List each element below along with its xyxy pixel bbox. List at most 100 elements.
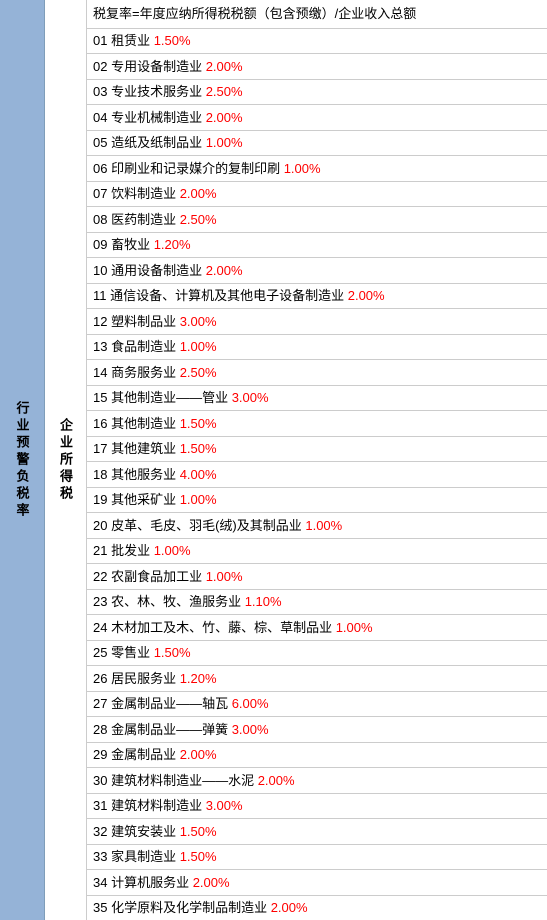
table-row: 19 其他采矿业 1.00% (87, 488, 547, 514)
row-rate: 1.50% (154, 645, 191, 660)
row-number: 12 (93, 314, 111, 329)
row-industry: 畜牧业 (111, 237, 154, 252)
table-row: 27 金属制品业——轴瓦 6.00% (87, 692, 547, 718)
table-row: 35 化学原料及化学制品制造业 2.00% (87, 896, 547, 920)
row-rate: 2.00% (180, 186, 217, 201)
row-number: 29 (93, 747, 111, 762)
row-industry: 专业机械制造业 (111, 110, 206, 125)
row-number: 20 (93, 518, 111, 533)
row-industry: 医药制造业 (111, 212, 180, 227)
row-number: 10 (93, 263, 111, 278)
row-rate: 1.00% (336, 620, 373, 635)
row-industry: 食品制造业 (111, 339, 180, 354)
row-rate: 3.00% (206, 798, 243, 813)
row-number: 16 (93, 416, 111, 431)
row-industry: 金属制品业——弹簧 (111, 722, 232, 737)
row-industry: 农、林、牧、渔服务业 (111, 594, 245, 609)
row-industry: 计算机服务业 (111, 875, 193, 890)
row-number: 23 (93, 594, 111, 609)
row-rate: 2.00% (206, 59, 243, 74)
row-rate: 1.00% (305, 518, 342, 533)
row-industry: 专用设备制造业 (111, 59, 206, 74)
row-number: 09 (93, 237, 111, 252)
table-row: 04 专业机械制造业 2.00% (87, 105, 547, 131)
row-number: 35 (93, 900, 111, 915)
row-number: 06 (93, 161, 111, 176)
row-rate: 3.00% (180, 314, 217, 329)
mid-column-header: 企业所得税 (45, 0, 87, 920)
row-rate: 3.00% (232, 390, 269, 405)
row-rate: 1.50% (180, 416, 217, 431)
formula-header: 税复率=年度应纳所得税税额（包含预缴）/企业收入总额 (87, 0, 547, 29)
table-row: 26 居民服务业 1.20% (87, 666, 547, 692)
row-rate: 2.00% (348, 288, 385, 303)
row-industry: 建筑材料制造业——水泥 (111, 773, 258, 788)
row-number: 04 (93, 110, 111, 125)
table-row: 08 医药制造业 2.50% (87, 207, 547, 233)
row-rate: 1.00% (206, 135, 243, 150)
row-rate: 2.50% (180, 365, 217, 380)
row-number: 17 (93, 441, 111, 456)
row-number: 11 (93, 288, 110, 303)
table-row: 33 家具制造业 1.50% (87, 845, 547, 871)
table-row: 05 造纸及纸制品业 1.00% (87, 131, 547, 157)
row-industry: 专业技术服务业 (111, 84, 206, 99)
table-row: 09 畜牧业 1.20% (87, 233, 547, 259)
data-column: 税复率=年度应纳所得税税额（包含预缴）/企业收入总额 01 租赁业 1.50%0… (87, 0, 547, 920)
row-rate: 1.50% (180, 441, 217, 456)
row-number: 03 (93, 84, 111, 99)
row-industry: 其他服务业 (111, 467, 180, 482)
row-number: 13 (93, 339, 111, 354)
row-industry: 家具制造业 (111, 849, 180, 864)
row-industry: 塑料制品业 (111, 314, 180, 329)
table-row: 16 其他制造业 1.50% (87, 411, 547, 437)
row-rate: 1.50% (180, 849, 217, 864)
row-industry: 其他采矿业 (111, 492, 180, 507)
row-industry: 零售业 (111, 645, 154, 660)
row-industry: 金属制品业 (111, 747, 180, 762)
row-industry: 居民服务业 (111, 671, 180, 686)
row-number: 05 (93, 135, 111, 150)
row-rate: 1.00% (180, 339, 217, 354)
table-row: 13 食品制造业 1.00% (87, 335, 547, 361)
row-rate: 1.00% (180, 492, 217, 507)
row-rate: 3.00% (232, 722, 269, 737)
table-row: 10 通用设备制造业 2.00% (87, 258, 547, 284)
row-number: 15 (93, 390, 111, 405)
table-row: 15 其他制造业——管业 3.00% (87, 386, 547, 412)
row-industry: 建筑材料制造业 (111, 798, 206, 813)
table-row: 23 农、林、牧、渔服务业 1.10% (87, 590, 547, 616)
row-rate: 1.50% (154, 33, 191, 48)
row-industry: 木材加工及木、竹、藤、棕、草制品业 (111, 620, 336, 635)
table-row: 34 计算机服务业 2.00% (87, 870, 547, 896)
row-number: 07 (93, 186, 111, 201)
table-row: 01 租赁业 1.50% (87, 29, 547, 55)
row-industry: 商务服务业 (111, 365, 180, 380)
table-row: 29 金属制品业 2.00% (87, 743, 547, 769)
row-number: 01 (93, 33, 111, 48)
table-row: 24 木材加工及木、竹、藤、棕、草制品业 1.00% (87, 615, 547, 641)
table-row: 06 印刷业和记录媒介的复制印刷 1.00% (87, 156, 547, 182)
row-number: 19 (93, 492, 111, 507)
row-industry: 饮料制造业 (111, 186, 180, 201)
table-row: 14 商务服务业 2.50% (87, 360, 547, 386)
table-row: 18 其他服务业 4.00% (87, 462, 547, 488)
row-rate: 1.10% (245, 594, 282, 609)
row-industry: 建筑安装业 (111, 824, 180, 839)
table-row: 25 零售业 1.50% (87, 641, 547, 667)
row-number: 30 (93, 773, 111, 788)
row-number: 31 (93, 798, 111, 813)
table-row: 22 农副食品加工业 1.00% (87, 564, 547, 590)
row-number: 34 (93, 875, 111, 890)
row-industry: 批发业 (111, 543, 154, 558)
row-number: 24 (93, 620, 111, 635)
row-number: 14 (93, 365, 111, 380)
row-number: 33 (93, 849, 111, 864)
row-rate: 1.20% (180, 671, 217, 686)
row-industry: 其他制造业——管业 (111, 390, 232, 405)
row-number: 32 (93, 824, 111, 839)
table-row: 21 批发业 1.00% (87, 539, 547, 565)
table-row: 31 建筑材料制造业 3.00% (87, 794, 547, 820)
row-industry: 通用设备制造业 (111, 263, 206, 278)
table-row: 20 皮革、毛皮、羽毛(绒)及其制品业 1.00% (87, 513, 547, 539)
